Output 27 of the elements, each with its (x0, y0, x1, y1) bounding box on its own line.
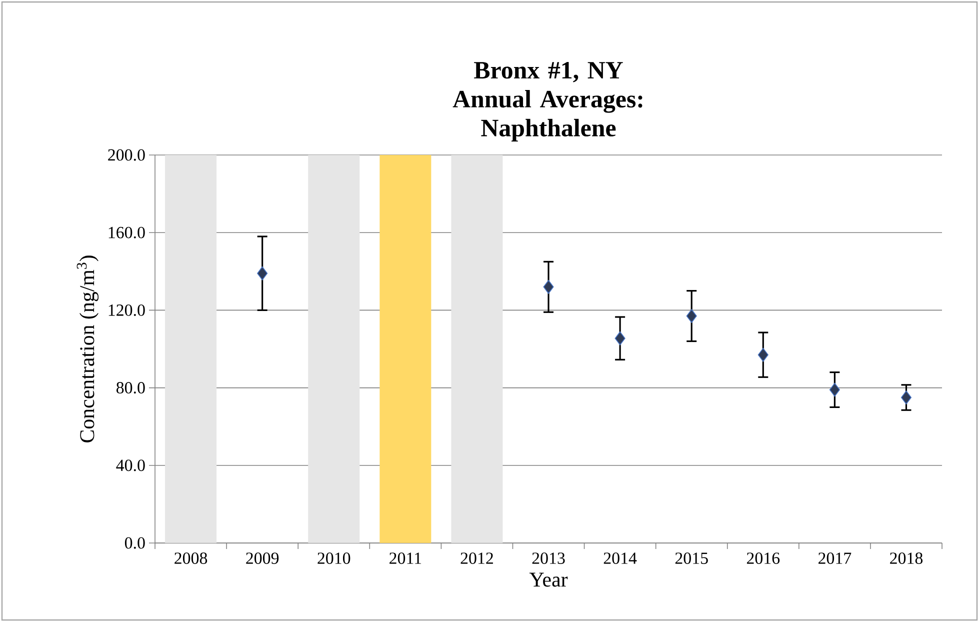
y-tick-label: 40.0 (116, 460, 145, 472)
x-tick-label: 2009 (246, 552, 279, 564)
y-tick-label: 160.0 (108, 226, 145, 238)
chart-title: Bronx #1, NY Annual Averages: Naphthalene (452, 62, 642, 142)
x-tick-label: 2011 (390, 552, 422, 564)
point (614, 331, 626, 346)
point (257, 266, 268, 280)
y-tick-label: 120.0 (108, 304, 145, 316)
y-axis-title: Concentration (ng/m$^{3}$) (76, 256, 99, 442)
x-tick-label: 2013 (532, 552, 565, 564)
point (758, 348, 768, 362)
x-tick-label: 2017 (818, 552, 852, 564)
x-axis-title: Year (529, 572, 568, 587)
x-tick-label: 2018 (890, 552, 923, 564)
x-tick-label: 2014 (604, 552, 637, 564)
x-tick-label: 2008 (174, 552, 208, 564)
point (900, 390, 912, 404)
x-tick-label: 2016 (746, 552, 780, 564)
y-tick-label: 80.0 (116, 382, 145, 394)
x-tick-label: 2015 (675, 552, 708, 564)
y-tick-label: 0.0 (124, 537, 145, 549)
y-tick-label: 200.0 (108, 149, 145, 161)
point (686, 309, 697, 323)
point (543, 280, 554, 294)
x-tick-label: 2012 (460, 552, 493, 564)
x-tick-label: 2010 (318, 552, 350, 564)
point (829, 382, 840, 397)
